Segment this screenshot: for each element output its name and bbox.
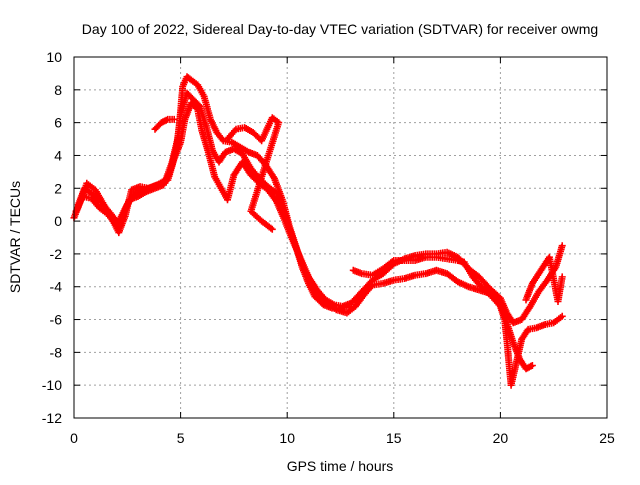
series-track-4 <box>151 114 566 389</box>
data-markers <box>70 73 566 389</box>
y-tick-label: 6 <box>54 115 62 131</box>
y-tick-label: -4 <box>50 279 63 295</box>
grid <box>73 56 608 419</box>
chart-title: Day 100 of 2022, Sidereal Day-to-day VTE… <box>82 21 598 37</box>
y-axis-label: SDTVAR / TECUs <box>7 181 23 293</box>
y-tick-label: -6 <box>50 312 63 328</box>
y-tick-label: -8 <box>50 344 63 360</box>
axis-ticks: 0 5 10 15 20 25 -12 -10 -8 -6 -4 -2 0 2 4 6 8 10 <box>42 49 615 446</box>
series-track-2 <box>72 89 536 373</box>
plot-frame <box>73 56 608 419</box>
x-tick-label: 10 <box>279 430 295 446</box>
y-tick-label: -12 <box>42 410 62 426</box>
x-tick-label: 5 <box>177 430 185 446</box>
y-tick-label: 0 <box>54 213 62 229</box>
x-tick-label: 20 <box>493 430 509 446</box>
x-tick-label: 25 <box>599 430 615 446</box>
plus-markers <box>72 89 536 373</box>
x-tick-label: 0 <box>70 430 78 446</box>
y-tick-label: 10 <box>46 49 62 65</box>
x-tick-label: 15 <box>386 430 402 446</box>
y-tick-label: 4 <box>54 147 62 163</box>
y-tick-label: 2 <box>54 180 62 196</box>
y-tick-label: -2 <box>50 246 63 262</box>
plus-markers <box>74 99 566 327</box>
x-axis-label: GPS time / hours <box>287 458 394 474</box>
y-tick-label: -10 <box>42 377 62 393</box>
plus-markers <box>151 114 566 389</box>
series-track-3 <box>74 99 566 327</box>
y-tick-label: 8 <box>54 82 62 98</box>
